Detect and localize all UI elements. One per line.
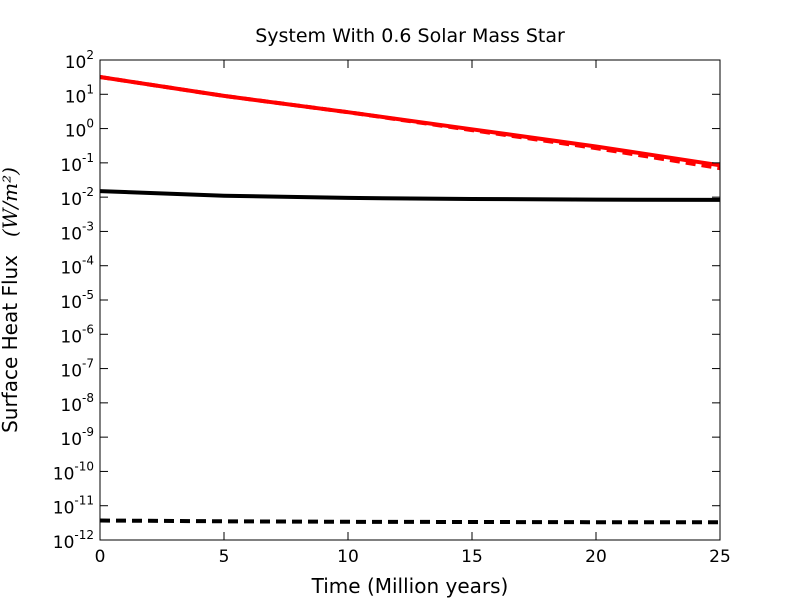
y-tick-exponent: 2 bbox=[86, 48, 94, 62]
y-tick-base: 10 bbox=[60, 396, 82, 416]
y-axis-unit: (W/m²) bbox=[0, 167, 22, 237]
y-tick-base: 10 bbox=[60, 362, 82, 382]
y-tick-exponent: -1 bbox=[82, 151, 94, 165]
x-tick-label: 25 bbox=[709, 547, 731, 567]
plot-frame bbox=[99, 59, 721, 541]
y-tick-exponent: 0 bbox=[86, 117, 94, 131]
y-axis-label: Surface Heat Flux bbox=[0, 255, 22, 433]
y-tick-base: 10 bbox=[60, 156, 82, 176]
x-tick-label: 5 bbox=[219, 547, 230, 567]
y-tick-label: 10-3 bbox=[60, 219, 94, 244]
y-tick-base: 10 bbox=[53, 533, 75, 553]
y-tick-exponent: -8 bbox=[82, 391, 94, 405]
y-tick-exponent: -6 bbox=[82, 322, 94, 336]
y-tick-exponent: -11 bbox=[74, 494, 94, 508]
y-tick-label: 10-12 bbox=[53, 528, 94, 553]
y-tick-label: 10-8 bbox=[60, 391, 94, 416]
x-tick-label: 20 bbox=[585, 547, 607, 567]
series-line-2 bbox=[99, 189, 721, 202]
chart-title: System With 0.6 Solar Mass Star bbox=[255, 25, 565, 47]
series-line-1 bbox=[99, 75, 721, 171]
y-tick-exponent: -3 bbox=[82, 219, 94, 233]
y-tick-exponent: -7 bbox=[82, 357, 94, 371]
y-tick-base: 10 bbox=[60, 293, 82, 313]
x-tick-label: 0 bbox=[95, 547, 106, 567]
y-tick-exponent: 1 bbox=[86, 82, 94, 96]
y-tick-label: 10-2 bbox=[60, 185, 94, 210]
y-tick-label: 102 bbox=[65, 48, 94, 73]
y-tick-label: 10-7 bbox=[60, 357, 94, 382]
y-tick-label: 10-9 bbox=[60, 425, 94, 450]
y-tick-label: 10-6 bbox=[60, 322, 94, 347]
x-tick-label: 15 bbox=[461, 547, 483, 567]
y-tick-label: 10-5 bbox=[60, 288, 94, 313]
y-axis-label-group: Surface Heat Flux (W/m²) bbox=[0, 167, 22, 433]
y-tick-base: 10 bbox=[60, 224, 82, 244]
svg-text:Surface Heat Flux (W/m²): Surface Heat Flux (W/m²) bbox=[0, 167, 22, 433]
series-line-3 bbox=[99, 518, 720, 525]
x-tick-label: 10 bbox=[337, 547, 359, 567]
y-tick-base: 10 bbox=[53, 499, 75, 519]
y-tick-label: 100 bbox=[65, 117, 94, 142]
y-tick-base: 10 bbox=[60, 327, 82, 347]
y-tick-base: 10 bbox=[65, 87, 87, 107]
y-tick-exponent: -2 bbox=[82, 185, 94, 199]
plot-area bbox=[99, 75, 721, 525]
y-tick-label: 10-11 bbox=[53, 494, 94, 519]
x-axis-label: Time (Million years) bbox=[311, 574, 509, 598]
y-tick-label: 10-10 bbox=[53, 459, 94, 484]
y-tick-base: 10 bbox=[53, 464, 75, 484]
y-tick-base: 10 bbox=[65, 122, 87, 142]
y-tick-base: 10 bbox=[60, 190, 82, 210]
y-tick-exponent: -12 bbox=[74, 528, 94, 542]
y-tick-label: 101 bbox=[65, 82, 94, 107]
y-tick-exponent: -4 bbox=[82, 254, 94, 268]
y-tick-base: 10 bbox=[65, 53, 87, 73]
y-tick-exponent: -10 bbox=[74, 459, 94, 473]
axis-ticks: 0 5 10 15 20 2510210110010-110-210-310-410-51… bbox=[53, 48, 731, 567]
y-tick-label: 10-4 bbox=[60, 254, 94, 279]
y-tick-base: 10 bbox=[60, 259, 82, 279]
y-tick-label: 10-1 bbox=[60, 151, 94, 176]
y-tick-base: 10 bbox=[60, 430, 82, 450]
y-tick-exponent: -5 bbox=[82, 288, 94, 302]
y-tick-exponent: -9 bbox=[82, 425, 94, 439]
